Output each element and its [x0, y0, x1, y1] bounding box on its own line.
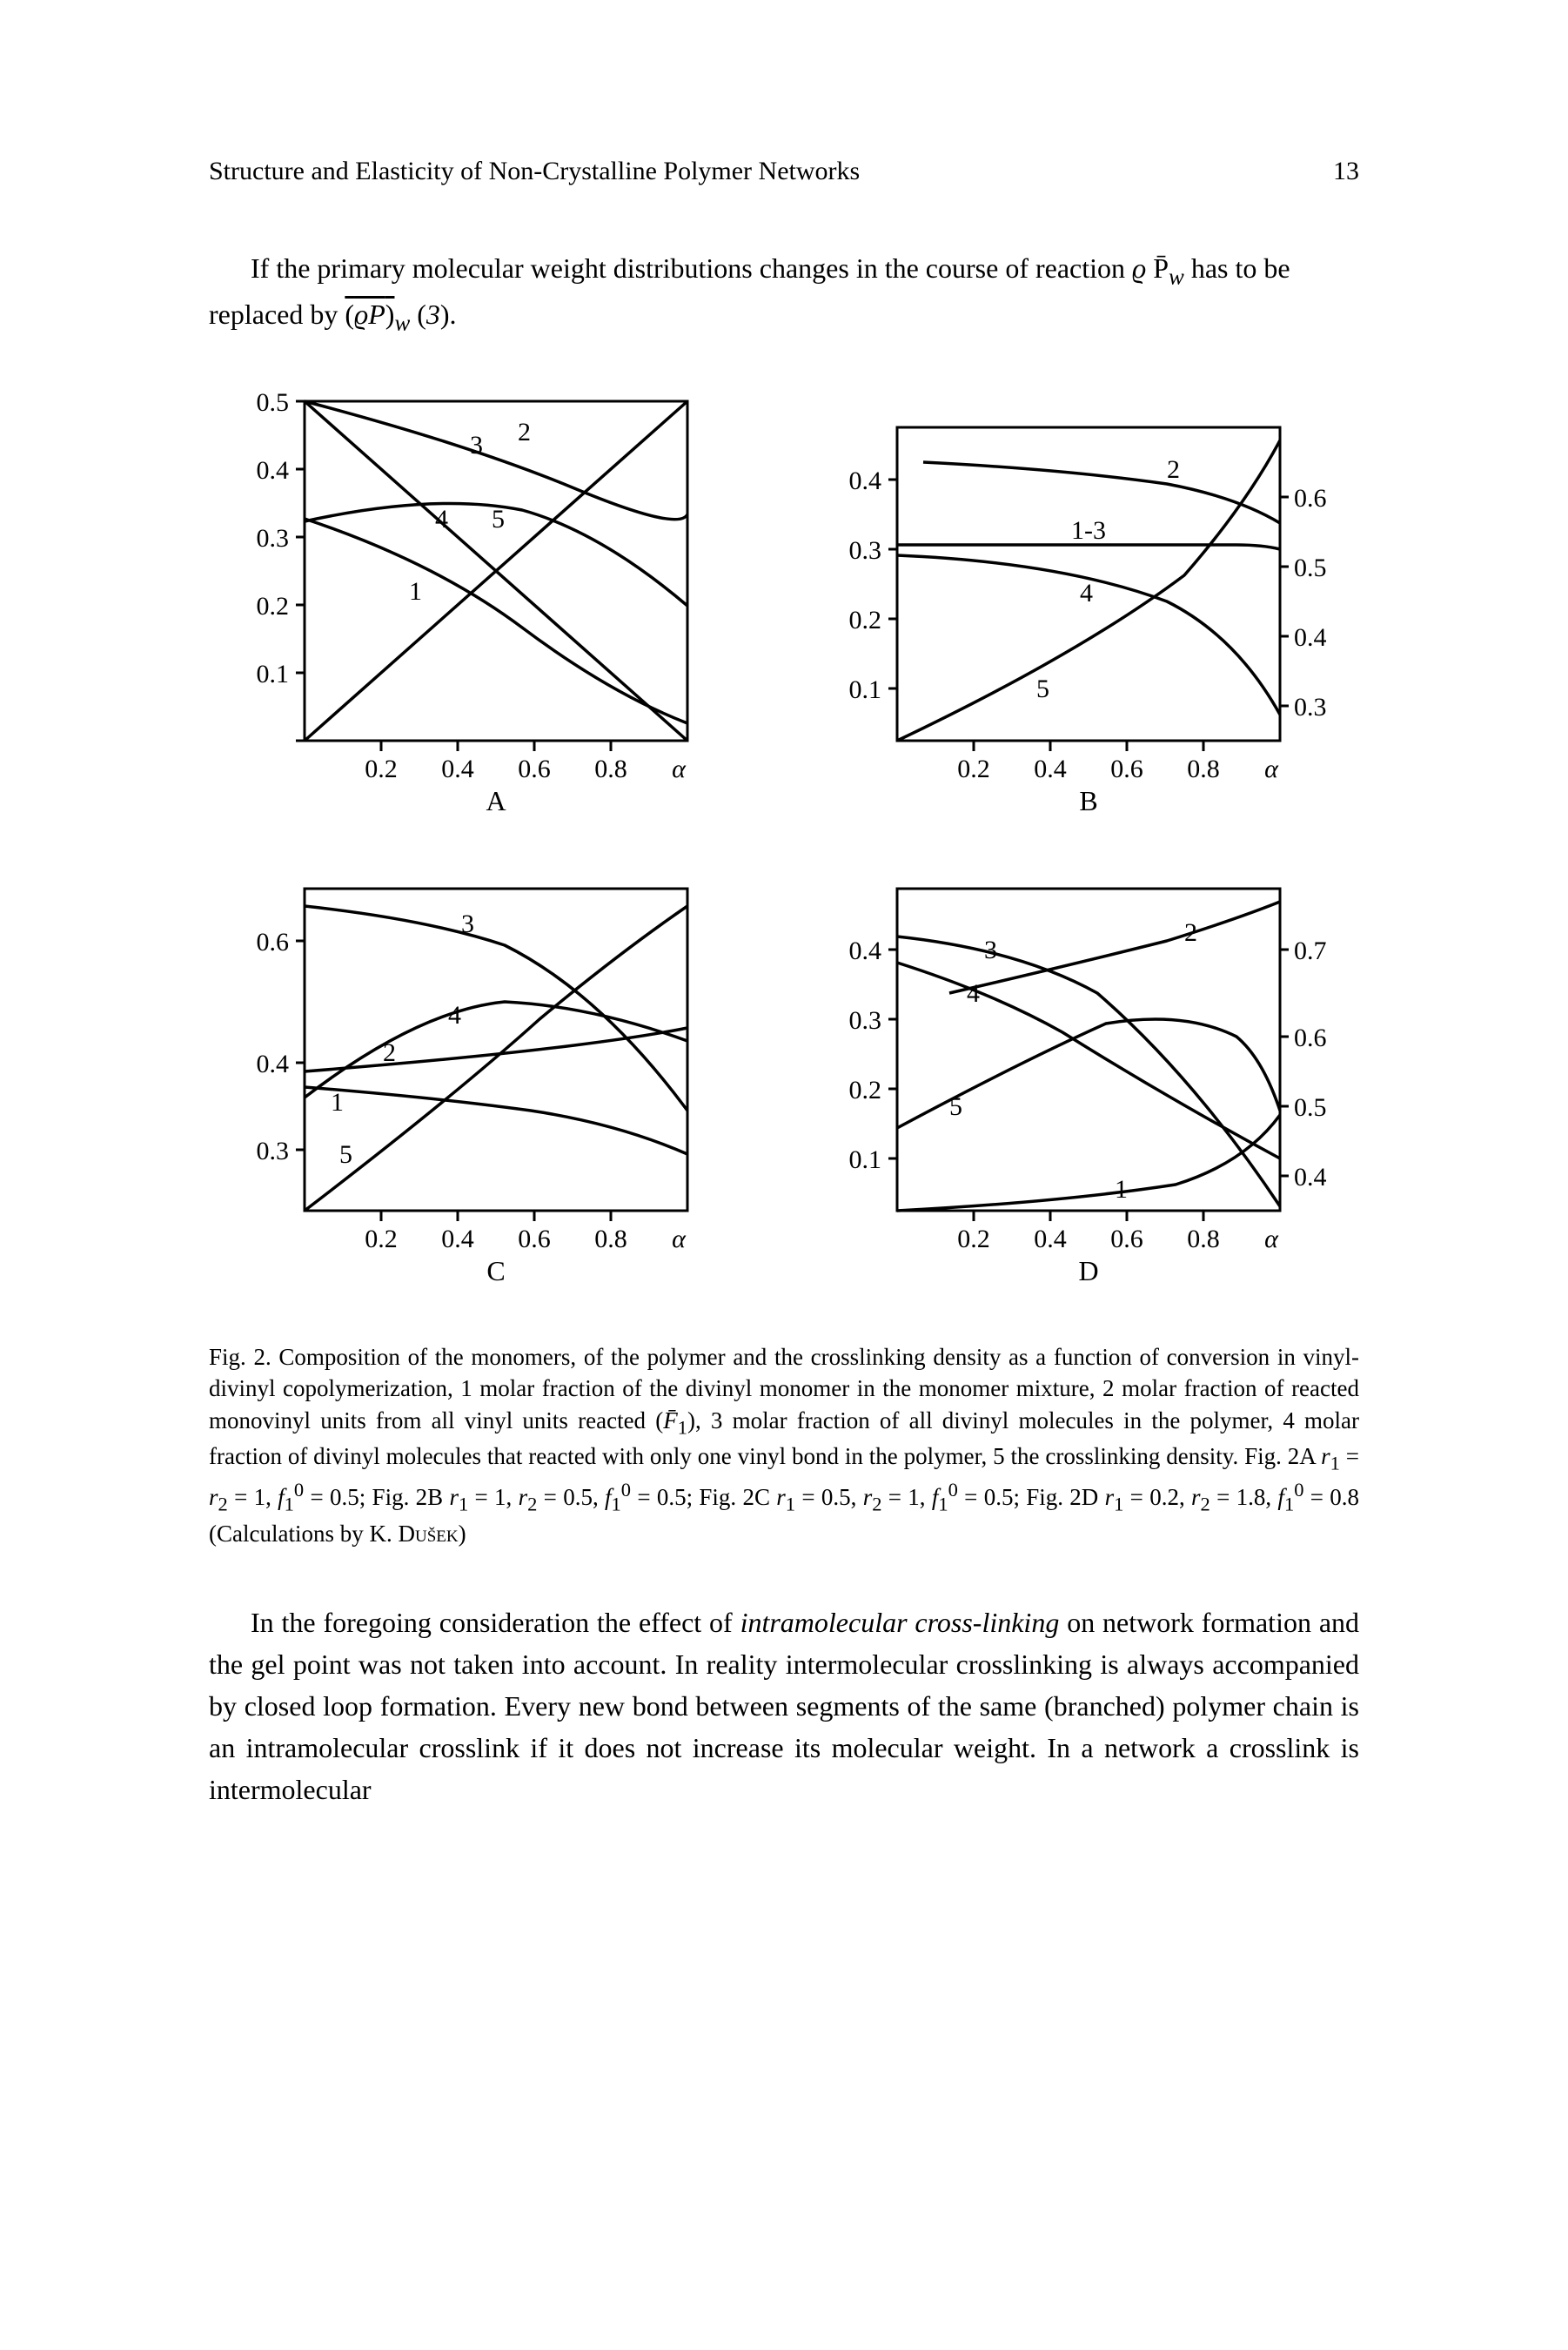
chart-panel-A: 0.1 0.2 0.3 0.4 0.5 0.2 0.4 0.6 0.8 α A — [209, 375, 767, 828]
svg-text:5: 5 — [949, 1092, 962, 1121]
svg-text:0.4: 0.4 — [1294, 1163, 1327, 1192]
page-number: 13 — [1333, 157, 1359, 186]
svg-text:4: 4 — [448, 1001, 461, 1030]
chart-panel-B: 0.1 0.2 0.3 0.4 0.3 0.4 0.5 0.6 0.2 0.4 … — [801, 375, 1359, 828]
svg-text:0.7: 0.7 — [1294, 937, 1327, 965]
svg-text:0.1: 0.1 — [849, 675, 882, 704]
ytick: 0.3 — [257, 524, 290, 553]
svg-text:0.1: 0.1 — [849, 1145, 882, 1174]
svg-text:0.2: 0.2 — [849, 1076, 882, 1104]
svg-text:0.8: 0.8 — [594, 1225, 627, 1253]
svg-text:0.5: 0.5 — [1294, 554, 1327, 582]
svg-text:C: C — [486, 1255, 505, 1286]
ytick: 0.2 — [257, 592, 290, 621]
svg-text:0.6: 0.6 — [1294, 1024, 1327, 1052]
ytick: 0.5 — [257, 388, 290, 417]
svg-text:3: 3 — [461, 910, 474, 938]
svg-text:0.3: 0.3 — [1294, 693, 1327, 722]
svg-text:4: 4 — [435, 505, 448, 534]
svg-text:0.4: 0.4 — [849, 937, 882, 965]
svg-text:0.4: 0.4 — [257, 1050, 290, 1078]
ytick: 0.4 — [257, 456, 290, 485]
svg-text:0.8: 0.8 — [1187, 755, 1220, 783]
xtick: 0.8 — [594, 755, 627, 783]
charts-grid: 0.1 0.2 0.3 0.4 0.5 0.2 0.4 0.6 0.8 α A — [209, 375, 1359, 1306]
svg-text:3: 3 — [470, 431, 483, 460]
svg-text:0.6: 0.6 — [1294, 484, 1327, 513]
svg-text:4: 4 — [1080, 579, 1093, 608]
svg-text:1-3: 1-3 — [1071, 516, 1106, 545]
figure-caption: Fig. 2. Composition of the monomers, of … — [209, 1341, 1359, 1550]
svg-text:0.8: 0.8 — [1187, 1225, 1220, 1253]
svg-text:D: D — [1078, 1255, 1098, 1286]
svg-text:3: 3 — [984, 936, 997, 964]
intro-paragraph: If the primary molecular weight distribu… — [209, 247, 1359, 340]
svg-text:5: 5 — [1036, 675, 1049, 703]
svg-text:1: 1 — [1115, 1175, 1128, 1204]
svg-text:0.4: 0.4 — [1294, 623, 1327, 652]
svg-text:2: 2 — [1184, 918, 1197, 947]
svg-text:2: 2 — [383, 1038, 396, 1067]
svg-text:0.3: 0.3 — [257, 1137, 290, 1165]
svg-text:0.4: 0.4 — [441, 1225, 474, 1253]
svg-text:0.6: 0.6 — [257, 928, 290, 957]
svg-text:0.6: 0.6 — [1110, 1225, 1143, 1253]
chart-panel-D: 0.1 0.2 0.3 0.4 0.4 0.5 0.6 0.7 0.2 0.4 … — [801, 854, 1359, 1306]
xtick: 0.6 — [518, 755, 551, 783]
xtick: 0.4 — [441, 755, 474, 783]
svg-text:0.2: 0.2 — [849, 606, 882, 634]
svg-text:0.6: 0.6 — [518, 1225, 551, 1253]
body-paragraph: In the foregoing consideration the effec… — [209, 1601, 1359, 1810]
ytick: 0.1 — [257, 660, 290, 688]
svg-text:B: B — [1079, 785, 1097, 816]
svg-text:0.3: 0.3 — [849, 1006, 882, 1035]
svg-text:1: 1 — [331, 1088, 344, 1117]
chart-panel-C: 0.3 0.4 0.6 0.2 0.4 0.6 0.8 α C — [209, 854, 767, 1306]
svg-text:2: 2 — [518, 418, 531, 446]
svg-text:5: 5 — [339, 1140, 352, 1169]
svg-text:0.4: 0.4 — [1034, 755, 1067, 783]
panel-label: A — [486, 785, 506, 816]
svg-text:0.2: 0.2 — [957, 755, 990, 783]
running-header: Structure and Elasticity of Non-Crystall… — [209, 157, 1359, 186]
svg-text:0.4: 0.4 — [849, 467, 882, 495]
page: Structure and Elasticity of Non-Crystall… — [0, 0, 1568, 2350]
svg-text:α: α — [1264, 1225, 1279, 1253]
xtick: 0.2 — [365, 755, 398, 783]
svg-text:0.2: 0.2 — [365, 1225, 398, 1253]
svg-text:α: α — [672, 1225, 687, 1253]
svg-text:5: 5 — [492, 505, 505, 534]
svg-text:0.4: 0.4 — [1034, 1225, 1067, 1253]
svg-text:4: 4 — [967, 979, 980, 1008]
svg-text:2: 2 — [1167, 455, 1180, 484]
svg-text:0.6: 0.6 — [1110, 755, 1143, 783]
xtick: α — [672, 755, 687, 783]
svg-text:α: α — [1264, 755, 1279, 783]
header-title: Structure and Elasticity of Non-Crystall… — [209, 157, 860, 186]
svg-text:0.2: 0.2 — [957, 1225, 990, 1253]
svg-text:0.5: 0.5 — [1294, 1093, 1327, 1122]
svg-text:1: 1 — [409, 577, 422, 606]
svg-text:0.3: 0.3 — [849, 536, 882, 565]
